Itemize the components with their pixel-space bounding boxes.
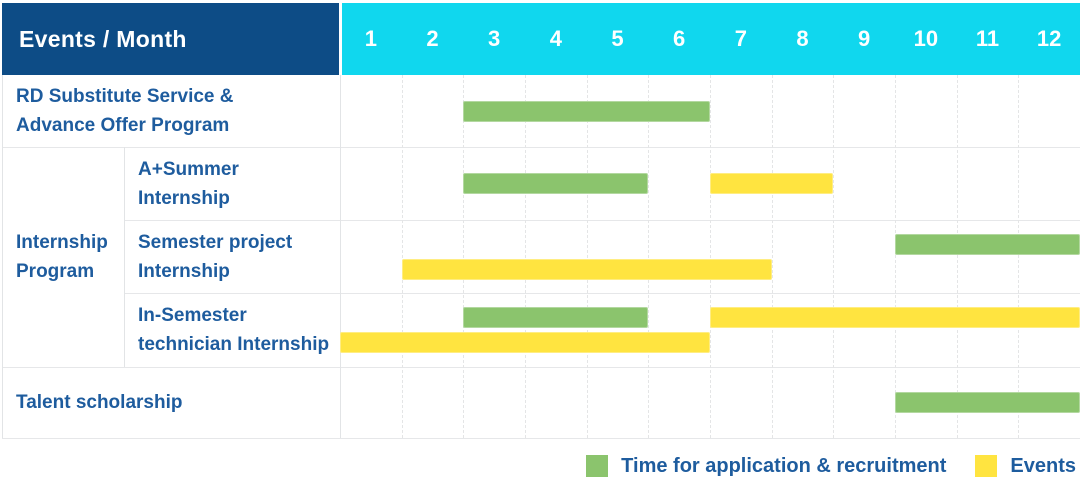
label-chart-divider — [340, 75, 341, 438]
events-month-header-cell: Events / Month — [2, 3, 339, 75]
gantt-bar — [401, 258, 772, 280]
row-label-line: In-Semester — [138, 305, 247, 326]
application-color-swatch — [586, 455, 609, 477]
gantt-bar — [895, 233, 1080, 255]
row-label-semester-project-internship: Semester project Internship — [124, 220, 340, 293]
month-header-11: 11 — [975, 26, 1000, 51]
month-header-3: 3 — [488, 26, 501, 51]
month-header-7: 7 — [734, 26, 747, 51]
month-gridline — [463, 75, 465, 438]
row-label-line: technician Internship — [138, 334, 330, 355]
group-label-line: Program — [16, 261, 95, 282]
group-column-divider — [124, 147, 125, 367]
month-gridline — [710, 75, 711, 438]
month-gridline — [956, 75, 958, 438]
month-gridline — [401, 75, 403, 438]
group-label-line: Internship — [16, 232, 108, 253]
month-gridline — [771, 75, 773, 438]
row-label-line: Internship — [138, 187, 230, 209]
month-gridline — [1018, 75, 1020, 438]
row-label-in-semester-technician-internship: In-Semester technician Internship — [124, 293, 340, 367]
month-gridline — [895, 75, 896, 438]
month-header-9: 9 — [858, 26, 871, 51]
legend-label-events: Events — [1010, 454, 1076, 477]
legend-item-application: Time for application & recruitment — [586, 455, 946, 478]
row-label-talent-scholarship: Talent scholarship — [2, 367, 340, 438]
month-header-8: 8 — [796, 26, 809, 51]
gantt-bar — [710, 307, 1080, 328]
month-header-6: 6 — [673, 26, 686, 51]
month-header-5: 5 — [611, 26, 624, 51]
row-label-a-summer-internship: A+Summer Internship — [124, 147, 340, 220]
row-label-line: RD Substitute Service & — [16, 86, 234, 107]
events-month-header-label: Events / Month — [19, 25, 187, 52]
events-color-swatch — [975, 455, 998, 477]
row-label-line: A+Summer — [138, 158, 239, 180]
gantt-bar — [895, 392, 1080, 413]
gantt-bar — [340, 332, 710, 353]
gantt-bar — [463, 173, 649, 194]
row-label-rd-substitute-service: RD Substitute Service & Advance Offer Pr… — [2, 75, 340, 147]
month-gridline — [525, 75, 526, 438]
month-gridline — [586, 75, 588, 438]
group-label-internship-program: Internship Program — [2, 147, 124, 367]
month-header-1: 1 — [364, 26, 377, 51]
gantt-bar — [710, 173, 834, 194]
month-gridline — [648, 75, 650, 438]
legend: Time for application & recruitment Event… — [586, 452, 1076, 480]
row-label-line: Advance Offer Program — [16, 115, 230, 136]
row-divider — [2, 367, 1080, 368]
gantt-bar — [463, 307, 649, 328]
row-label-line: Semester project — [138, 231, 293, 253]
row-divider — [2, 147, 1080, 148]
month-header-10: 10 — [913, 26, 939, 51]
table-bottom-border — [2, 438, 1080, 439]
legend-item-events: Events — [975, 455, 1076, 478]
row-label-line: Talent scholarship — [16, 392, 183, 413]
month-header-4: 4 — [549, 26, 562, 51]
row-divider — [124, 293, 1080, 294]
month-gridline — [833, 75, 835, 438]
row-label-line: Internship — [138, 260, 230, 282]
month-header-row: 1 2 3 4 5 6 7 8 9 10 11 12 — [342, 3, 1080, 75]
month-header-12: 12 — [1036, 26, 1062, 51]
table-left-border — [2, 75, 3, 438]
month-header-2: 2 — [426, 26, 439, 51]
gantt-bar — [463, 100, 710, 122]
legend-label-application: Time for application & recruitment — [621, 454, 947, 477]
row-divider — [124, 220, 1080, 221]
